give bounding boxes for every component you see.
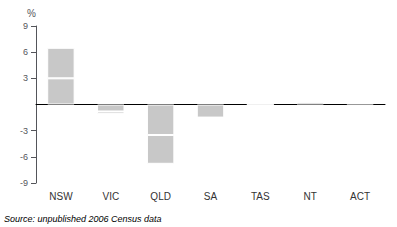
svg-text:-3: -3 — [20, 126, 28, 136]
svg-text:6: 6 — [23, 47, 28, 57]
svg-text:QLD: QLD — [150, 191, 171, 202]
svg-text:-6: -6 — [20, 152, 28, 162]
svg-text:9: 9 — [23, 21, 28, 31]
svg-text:VIC: VIC — [102, 191, 119, 202]
svg-text:3: 3 — [23, 73, 28, 83]
svg-text:SA: SA — [204, 191, 218, 202]
svg-text:NSW: NSW — [49, 191, 73, 202]
svg-text:ACT: ACT — [350, 191, 370, 202]
svg-text:TAS: TAS — [251, 191, 270, 202]
svg-text:Source: unpublished 2006 Censu: Source: unpublished 2006 Census data — [4, 214, 162, 224]
svg-text:-9: -9 — [20, 178, 28, 188]
svg-text:%: % — [27, 8, 36, 19]
svg-text:NT: NT — [304, 191, 317, 202]
